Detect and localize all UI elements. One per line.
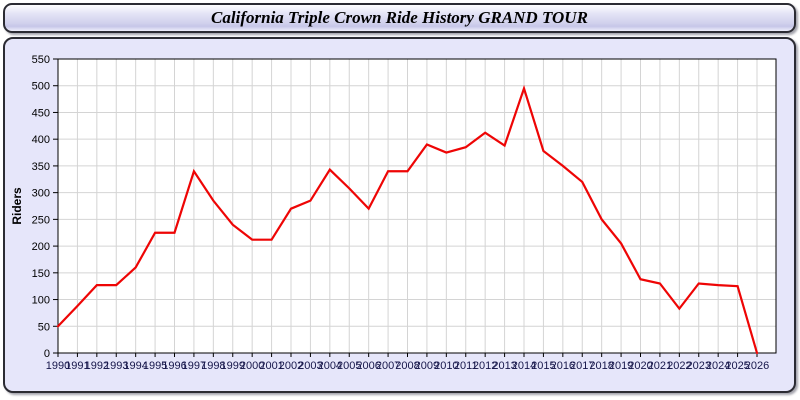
x-tick-label: 2010: [434, 360, 458, 372]
x-tick-label: 2019: [609, 360, 633, 372]
x-tick-label: 2012: [473, 360, 497, 372]
x-tick-label: 2000: [240, 360, 264, 372]
plot-area: [58, 59, 776, 353]
x-tick-label: 1991: [65, 360, 89, 372]
plot-border: [57, 58, 777, 354]
y-tick-label: 0: [44, 348, 50, 360]
x-tick-label: 1992: [85, 360, 109, 372]
x-tick-label: 2011: [454, 360, 478, 372]
x-tick-label: 2003: [298, 360, 322, 372]
y-tick-label: 400: [32, 134, 50, 146]
x-tick-label: 2004: [318, 360, 342, 372]
y-tick-label: 150: [32, 268, 50, 280]
x-tick-label: 1999: [221, 360, 245, 372]
y-tick-label: 100: [32, 295, 50, 307]
x-tick-label: 2026: [745, 360, 769, 372]
x-tick-label: 2024: [706, 360, 730, 372]
x-tick-label: 2023: [687, 360, 711, 372]
x-tick-label: 1996: [162, 360, 186, 372]
chart-panel: 0 50 100 150 200 250 300 350 400 450 500 550 1990 199…: [3, 37, 796, 393]
x-tick-label: 2020: [628, 360, 652, 372]
x-tick-label: 2007: [376, 360, 400, 372]
x-tick-label: 2025: [725, 360, 749, 372]
x-tick-label: 2017: [570, 360, 594, 372]
x-tick-label: 2013: [492, 360, 516, 372]
x-tick-label: 2001: [259, 360, 283, 372]
page-title: California Triple Crown Ride History GRA…: [211, 8, 588, 27]
x-tick-label: 1994: [123, 360, 147, 372]
x-tick-label: 2002: [279, 360, 303, 372]
x-tick-label: 1995: [143, 360, 167, 372]
y-tick-label: 350: [32, 161, 50, 173]
y-tick-label: 450: [32, 107, 50, 119]
x-tick-label: 2021: [648, 360, 672, 372]
y-tick-label: 200: [32, 241, 50, 253]
y-tick-label: 50: [38, 321, 50, 333]
y-tick-label: 500: [32, 81, 50, 93]
x-tick-label: 2018: [589, 360, 613, 372]
y-tick-label: 300: [32, 188, 50, 200]
x-tick-label: 1990: [46, 360, 70, 372]
x-tick-label: 2005: [337, 360, 361, 372]
x-tick-label: 1993: [104, 360, 128, 372]
riders-line-series: [56, 84, 759, 355]
y-tick-label: 550: [32, 54, 50, 66]
title-bar: California Triple Crown Ride History GRA…: [3, 3, 796, 33]
ride-history-chart: 0501001502002503003504004505005501990199…: [10, 54, 777, 372]
x-tick-label: 2022: [667, 360, 691, 372]
x-tick-label: 2006: [356, 360, 380, 372]
y-axis-label: Riders: [10, 187, 24, 225]
y-tick-label: 250: [32, 214, 50, 226]
x-tick-label: 2016: [551, 360, 575, 372]
x-tick-label: 2009: [415, 360, 439, 372]
x-tick-label: 1997: [182, 360, 206, 372]
x-tick-label: 1998: [201, 360, 225, 372]
x-tick-label: 2014: [512, 360, 536, 372]
x-tick-label: 2008: [395, 360, 419, 372]
x-tick-label: 2015: [531, 360, 555, 372]
